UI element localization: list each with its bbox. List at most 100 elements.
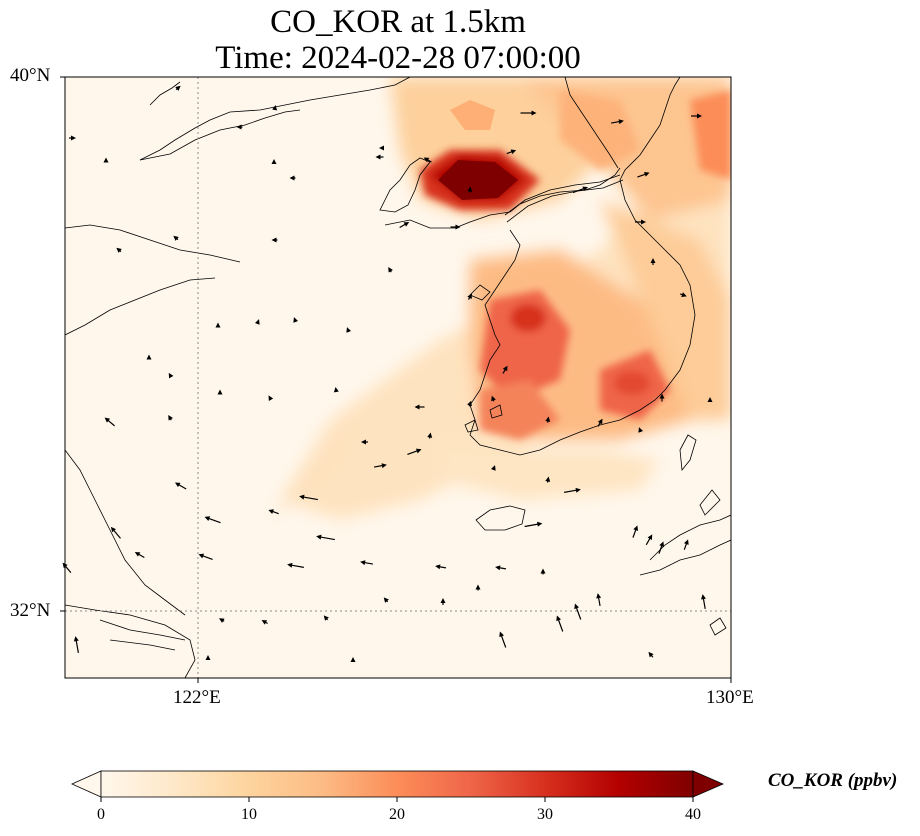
wind-arrow (333, 387, 339, 393)
wind-arrow (261, 620, 268, 625)
wind-arrow (423, 157, 432, 163)
wind-arrow (254, 319, 260, 325)
wind-arrow (73, 636, 79, 653)
wind-arrow (375, 154, 384, 160)
wind-arrow (215, 322, 221, 328)
wind-arrow (540, 568, 546, 575)
wind-arrow (272, 105, 278, 111)
wind-arrow (146, 354, 152, 360)
lat-label-40n: 40°N (10, 65, 51, 86)
coastlines (65, 77, 731, 678)
wind-vectors (62, 85, 713, 662)
wind-arrow (168, 372, 174, 379)
wind-arrow (637, 171, 650, 178)
wind-arrow (435, 564, 447, 570)
wind-arrow (491, 395, 496, 402)
wind-arrow (524, 521, 543, 528)
wind-arrow (648, 651, 654, 658)
wind-arrow (271, 159, 277, 164)
wind-arrow (407, 448, 422, 455)
lon-label-130e: 130°E (706, 687, 754, 708)
wind-arrow (175, 85, 181, 91)
wind-arrow (632, 525, 639, 538)
wind-arrow (596, 593, 602, 607)
wind-arrow (556, 615, 564, 632)
wind-arrow (475, 584, 481, 591)
wind-arrow (217, 389, 223, 395)
wind-arrow (635, 219, 646, 225)
wind-arrow (502, 365, 508, 374)
wind-arrow (361, 439, 368, 445)
wind-arrow (490, 465, 496, 471)
lat-label-32n: 32°N (10, 600, 51, 621)
wind-arrow (545, 416, 551, 423)
wind-arrow (467, 186, 473, 193)
wind-arrow (701, 594, 706, 609)
wind-arrow (574, 603, 582, 620)
wind-arrow (287, 562, 304, 568)
colorbar-label: CO_KOR (ppbv) (768, 770, 898, 791)
wind-arrow (205, 655, 211, 660)
wind-arrow (173, 235, 179, 241)
wind-arrow (650, 258, 656, 265)
wind-arrow (545, 476, 551, 483)
wind-arrow (110, 526, 121, 539)
wind-arrow (168, 414, 173, 421)
wind-arrow (373, 463, 387, 469)
wind-arrow (707, 397, 713, 402)
wind-arrow (268, 509, 279, 515)
wind-arrow (399, 222, 410, 229)
wind-arrow (388, 266, 393, 273)
wind-arrow (103, 157, 109, 163)
wind-arrow (316, 534, 335, 541)
wind-arrow (204, 516, 221, 524)
wind-arrow (467, 293, 472, 300)
lon-label-122e: 122°E (173, 687, 221, 708)
wind-arrow (520, 110, 537, 116)
wind-arrow (346, 327, 352, 333)
wind-arrow (597, 418, 603, 427)
wind-arrow (427, 432, 433, 439)
colorbar (71, 770, 725, 802)
wind-arrow (495, 565, 507, 571)
wind-arrow (323, 615, 329, 621)
wind-arrow (116, 247, 122, 253)
wind-arrow (174, 482, 187, 490)
wind-arrow (683, 539, 689, 550)
wind-arrow (658, 541, 665, 554)
map-title-line-2: Time: 2024-02-28 07:00:00 (215, 40, 581, 76)
colorbar-tick-0: 0 (97, 806, 105, 823)
wind-arrow (679, 292, 687, 298)
wind-arrow (289, 175, 296, 181)
map-title-line-1: CO_KOR at 1.5km (270, 4, 526, 40)
wind-arrow (236, 124, 243, 130)
wind-arrow (414, 404, 425, 410)
wind-arrow (268, 395, 274, 401)
wind-arrow (610, 119, 624, 125)
wind-arrow (638, 427, 644, 433)
wind-arrow (499, 631, 507, 648)
map-frame (64, 76, 732, 679)
wind-arrow (218, 618, 225, 623)
wind-arrow (440, 598, 446, 605)
colorbar-tick-20: 20 (389, 806, 405, 823)
wind-arrow (198, 553, 213, 560)
wind-arrow (572, 186, 588, 194)
wind-arrow (467, 400, 472, 407)
wind-arrow (450, 224, 461, 230)
wind-arrow (299, 494, 318, 501)
wind-arrow (379, 145, 384, 151)
wind-arrow (360, 560, 374, 566)
wind-arrow (350, 657, 356, 662)
wind-arrow (293, 317, 299, 323)
wind-arrow (564, 487, 581, 493)
wind-arrow (271, 237, 278, 243)
wind-arrow (506, 149, 517, 155)
wind-arrow (104, 417, 115, 427)
wind-arrow (645, 534, 653, 546)
colorbar-tick-40: 40 (685, 806, 701, 823)
wind-arrow (383, 597, 389, 603)
wind-arrow (69, 135, 76, 141)
concentration-field (65, 77, 731, 678)
